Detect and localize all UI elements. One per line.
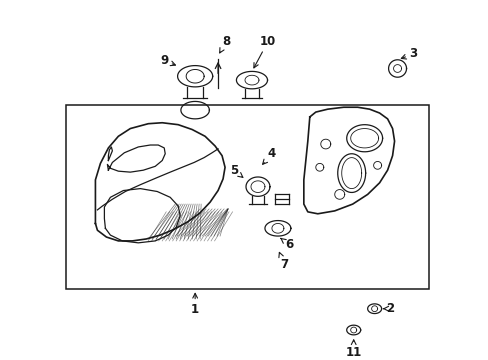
Text: 2: 2 — [383, 302, 394, 315]
Text: 11: 11 — [345, 340, 361, 359]
Text: 5: 5 — [229, 164, 243, 177]
Text: 7: 7 — [278, 252, 287, 271]
Text: 9: 9 — [160, 54, 175, 67]
Text: 1: 1 — [191, 293, 199, 316]
Text: 8: 8 — [219, 35, 230, 53]
Text: 3: 3 — [401, 48, 417, 60]
Text: 6: 6 — [280, 238, 292, 251]
Bar — [65, 105, 428, 289]
Text: 4: 4 — [262, 147, 276, 164]
Text: 10: 10 — [253, 35, 276, 68]
